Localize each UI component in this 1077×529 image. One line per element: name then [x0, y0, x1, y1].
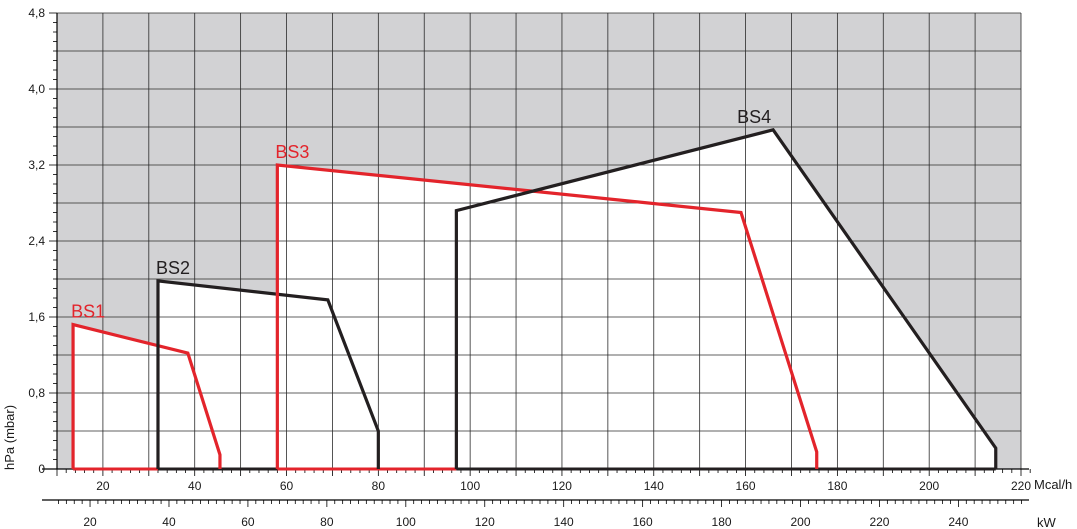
- x-tick-label: 200: [919, 479, 939, 493]
- x2-tick-label: 60: [241, 515, 255, 529]
- x2-tick-label: 240: [948, 515, 968, 529]
- x2-tick-label: 160: [633, 515, 653, 529]
- x2-tick-label: 180: [712, 515, 732, 529]
- x2-tick-label: 100: [396, 515, 416, 529]
- y-tick-label: 1,6: [28, 310, 45, 324]
- series-line-bs4: [454, 128, 998, 469]
- series-label-bs3: BS3: [275, 142, 309, 162]
- series-line-bs3: [275, 163, 819, 469]
- tick-labels: 0 0,8 1,6 2,4 3,2 4,0 4,8 20 40 60 80 100 120 140 160 1…: [28, 6, 1031, 529]
- series-label-bs2: BS2: [156, 258, 190, 278]
- series-labels: BS1 BS2 BS3 BS4: [71, 107, 771, 322]
- series-lines: [71, 128, 998, 469]
- y-axis-label: hPa (mbar): [2, 405, 17, 470]
- x-tick-label: 40: [188, 479, 202, 493]
- x-tick-label: 160: [736, 479, 756, 493]
- x2-tick-label: 40: [162, 515, 176, 529]
- x-tick-label: 180: [827, 479, 847, 493]
- y-tick-label: 4,0: [28, 82, 45, 96]
- x2-tick-label: 20: [83, 515, 97, 529]
- series-label-bs4: BS4: [737, 107, 771, 127]
- x2-tick-label: 80: [320, 515, 334, 529]
- y-tick-label: 0,8: [28, 386, 45, 400]
- x2-tick-label: 120: [475, 515, 495, 529]
- envelope-fill-bs4: [456, 129, 996, 469]
- x-tick-label: 140: [644, 479, 664, 493]
- x2-tick-label: 200: [790, 515, 810, 529]
- y-tick-label: 4,8: [28, 6, 45, 20]
- x-tick-label: 120: [552, 479, 572, 493]
- y-tick-label: 2,4: [28, 234, 45, 248]
- x2-tick-label: 220: [869, 515, 889, 529]
- x-tick-label: 100: [460, 479, 480, 493]
- x-tick-label: 220: [1011, 479, 1031, 493]
- x-axis-unit-label: Mcal/h: [1034, 477, 1072, 492]
- x-tick-label: 20: [96, 479, 110, 493]
- x2-axis-unit-label: kW: [1037, 515, 1057, 529]
- y-tick-label: 0: [38, 462, 45, 476]
- series-line-bs2: [156, 279, 380, 469]
- x-tick-label: 80: [372, 479, 386, 493]
- grid: [57, 12, 1022, 469]
- series-line-bs1: [71, 322, 222, 469]
- y-tick-label: 3,2: [28, 158, 45, 172]
- x-tick-label: 60: [280, 479, 294, 493]
- x2-tick-label: 140: [554, 515, 574, 529]
- series-label-bs1: BS1: [71, 302, 105, 322]
